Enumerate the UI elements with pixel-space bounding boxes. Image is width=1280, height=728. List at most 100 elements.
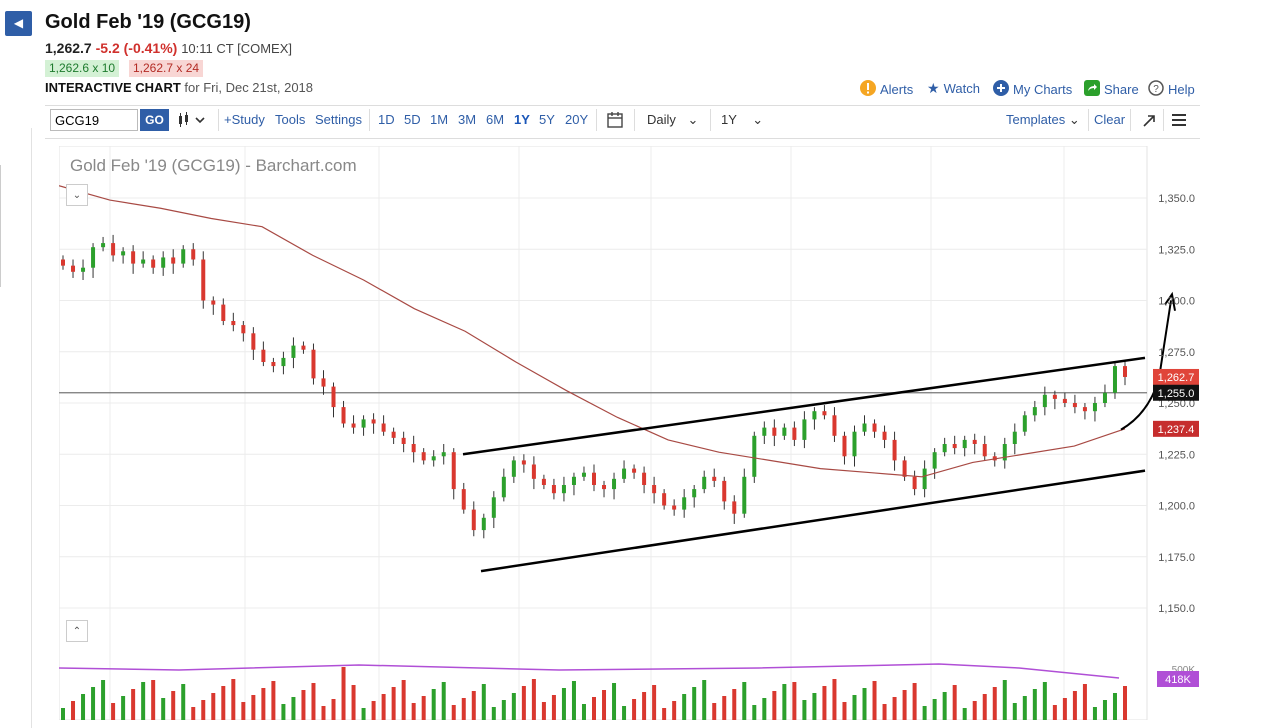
my-charts-link[interactable]: My Charts — [993, 80, 1072, 99]
candle — [501, 476, 506, 498]
volume-bar — [1123, 686, 1127, 720]
volume-bar — [181, 684, 186, 720]
chart-kind: INTERACTIVE CHART — [45, 80, 181, 95]
volume-bar — [561, 688, 566, 720]
share-label: Share — [1104, 82, 1139, 97]
collapse-volume-icon[interactable]: ⌃ — [66, 620, 88, 642]
candle — [922, 468, 927, 490]
range-1d[interactable]: 1D — [378, 112, 395, 127]
alerts-label: Alerts — [880, 82, 914, 97]
range-5d[interactable]: 5D — [404, 112, 421, 127]
templates-dropdown[interactable]: Templates ⌄ — [1006, 111, 1080, 129]
range-5y[interactable]: 5Y — [539, 112, 555, 127]
candle — [762, 427, 767, 436]
volume-bar — [762, 698, 767, 720]
volume-bar — [982, 694, 987, 720]
candle — [201, 259, 206, 301]
volume-bar — [141, 682, 146, 720]
candle — [211, 300, 216, 305]
period-select[interactable]: 1Y ⌄ — [721, 111, 763, 129]
volume-bar — [511, 693, 516, 720]
watch-link[interactable]: ★ Watch — [927, 80, 980, 97]
volume-pane — [59, 663, 1127, 720]
chart-type-dropdown[interactable] — [177, 112, 211, 133]
chart-date: for Fri, Dec 21st, 2018 — [184, 80, 314, 95]
volume-bar — [1022, 696, 1027, 720]
interval-select[interactable]: Daily ⌄ — [647, 111, 698, 129]
range-6m[interactable]: 6M — [486, 112, 505, 127]
candle — [271, 362, 276, 367]
candle — [972, 439, 977, 444]
range-1m[interactable]: 1M — [430, 112, 449, 127]
volume-bar — [602, 690, 607, 720]
settings-button[interactable]: Settings — [315, 112, 362, 127]
share-link[interactable]: Share — [1084, 80, 1139, 99]
chart-heading: INTERACTIVE CHART for Fri, Dec 21st, 201… — [45, 80, 313, 95]
projection-arrow — [1120, 300, 1172, 431]
candle — [1012, 431, 1017, 444]
volume-tag — [1157, 671, 1199, 687]
candle — [1042, 394, 1047, 408]
volume-bar — [121, 696, 126, 720]
candle — [361, 419, 366, 428]
volume-bar — [361, 708, 366, 720]
candle — [802, 419, 807, 440]
alert-icon — [860, 80, 876, 99]
expand-icon[interactable] — [1141, 113, 1157, 134]
volume-bar — [571, 681, 576, 720]
price-axis: 1,350.0 1,325.0 1,300.0 1,275.0 1,250.0 1,225… — [1153, 193, 1199, 687]
candle — [952, 444, 957, 449]
tick-label: 1,300.0 — [1158, 296, 1195, 308]
volume-bar — [862, 688, 867, 720]
range-1y[interactable]: 1Y — [514, 112, 530, 127]
symbol-input[interactable] — [50, 109, 138, 131]
candle — [191, 249, 196, 260]
clear-button[interactable]: Clear — [1094, 112, 1126, 127]
price-tag — [1153, 368, 1199, 385]
candle — [602, 485, 607, 490]
candle — [892, 439, 897, 461]
candle — [371, 419, 376, 424]
candle — [682, 497, 687, 510]
candle — [111, 243, 116, 256]
alerts-link[interactable]: Alerts — [860, 80, 913, 99]
candle — [221, 304, 226, 321]
candle — [241, 325, 246, 334]
help-link[interactable]: ? Help — [1148, 80, 1195, 99]
candle — [81, 267, 86, 272]
menu-icon[interactable] — [1171, 112, 1187, 133]
volume-bar — [632, 699, 637, 720]
candle — [341, 407, 346, 424]
range-20y[interactable]: 20Y — [565, 112, 589, 127]
price-chart[interactable]: 1,350.0 1,325.0 1,300.0 1,275.0 1,250.0 1,225… — [59, 146, 1200, 720]
volume-bar — [952, 685, 957, 720]
volume-bar — [321, 706, 326, 720]
calendar-icon[interactable] — [606, 111, 624, 134]
candle — [161, 257, 166, 268]
tools-button[interactable]: Tools — [275, 112, 306, 127]
candle — [852, 431, 857, 457]
tick-label: 1,225.0 — [1158, 449, 1195, 461]
volume-bar — [271, 681, 276, 720]
candle — [812, 411, 817, 420]
candle — [401, 437, 406, 444]
volume-average-line — [59, 663, 1120, 679]
volume-bar — [111, 703, 116, 720]
collapse-chart-icon[interactable]: ⌄ — [66, 184, 88, 206]
go-button[interactable]: GO — [140, 109, 169, 131]
candle — [1082, 407, 1087, 412]
volume-bar — [712, 703, 717, 720]
candle — [311, 349, 316, 379]
volume-bar — [872, 681, 877, 720]
volume-bar — [832, 679, 837, 720]
divider — [634, 109, 635, 131]
candle — [101, 243, 106, 248]
tick-label: 1,350.0 — [1158, 193, 1195, 205]
study-button[interactable]: +Study — [224, 112, 265, 127]
candle — [321, 378, 326, 387]
back-button[interactable]: ◀ — [5, 11, 32, 36]
lower-trendline — [480, 469, 1146, 573]
range-3m[interactable]: 3M — [458, 112, 477, 127]
candle — [642, 472, 647, 485]
price-tag-label: 1,255.0 — [1158, 388, 1195, 400]
